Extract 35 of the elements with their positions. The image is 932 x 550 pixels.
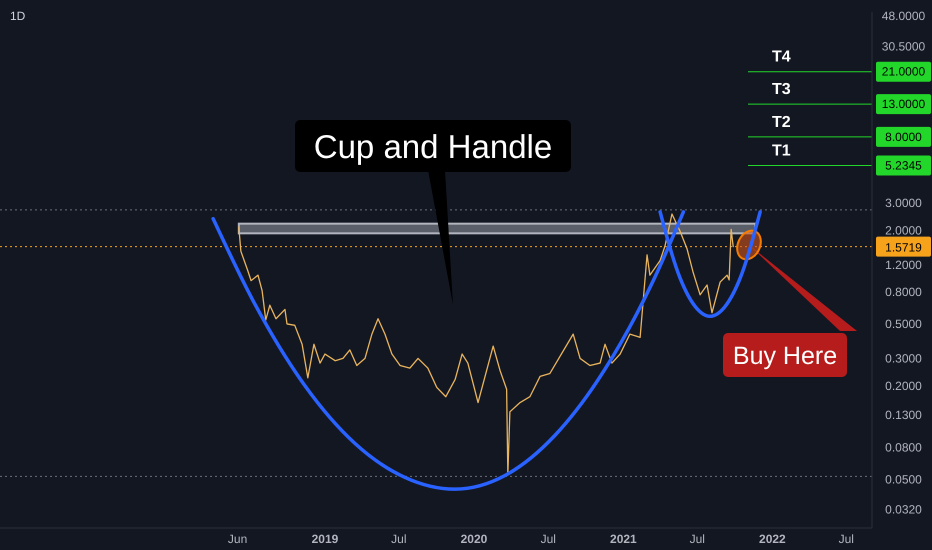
- y-tick-label: 0.2000: [885, 378, 922, 393]
- x-tick-label: Jun: [228, 532, 248, 546]
- y-tick-label: 0.0320: [885, 502, 922, 516]
- y-tick-label: 1.2000: [885, 258, 922, 272]
- y-tick-label: 21.0000: [882, 64, 926, 79]
- annotation: Buy Here: [732, 342, 838, 370]
- chart-title: 1D: [10, 9, 26, 23]
- x-tick-label: 2020: [460, 532, 488, 546]
- x-tick-label: 2019: [312, 532, 339, 546]
- y-tick-label: 13.0000: [882, 97, 926, 112]
- x-tick-label: 2022: [759, 532, 786, 546]
- line-series: [238, 213, 734, 475]
- y-tick-label: 3.0000: [885, 196, 922, 210]
- ref-line-label: T2: [772, 114, 791, 131]
- ref-line-label: 1.5719: [885, 240, 922, 255]
- y-tick-label: 2.0000: [885, 223, 922, 238]
- x-tick-label: Jul: [391, 532, 407, 546]
- y-tick-label: 0.0500: [885, 472, 922, 486]
- x-tick-label: Jul: [540, 532, 556, 546]
- ref-line-label: T3: [772, 81, 791, 98]
- x-tick-label: 2021: [610, 532, 638, 546]
- y-tick-label: 30.5000: [882, 40, 926, 54]
- y-tick-label: 48.0000: [882, 8, 926, 23]
- y-tick-label: 0.1300: [885, 408, 922, 422]
- y-tick-label: 8.0000: [885, 130, 922, 144]
- y-tick-label: 0.8000: [885, 285, 922, 300]
- annotation: Cup and Handle: [314, 128, 552, 165]
- y-tick-label: 0.0800: [885, 440, 922, 455]
- y-tick-label: 0.5000: [885, 316, 922, 331]
- y-tick-label: 0.3000: [885, 351, 922, 366]
- ref-line-label: T4: [772, 48, 791, 66]
- ref-line-label: T1: [772, 142, 791, 160]
- x-tick-label: Jul: [690, 532, 705, 546]
- x-tick-label: Jul: [838, 532, 854, 546]
- y-tick-label: 5.2345: [885, 158, 922, 172]
